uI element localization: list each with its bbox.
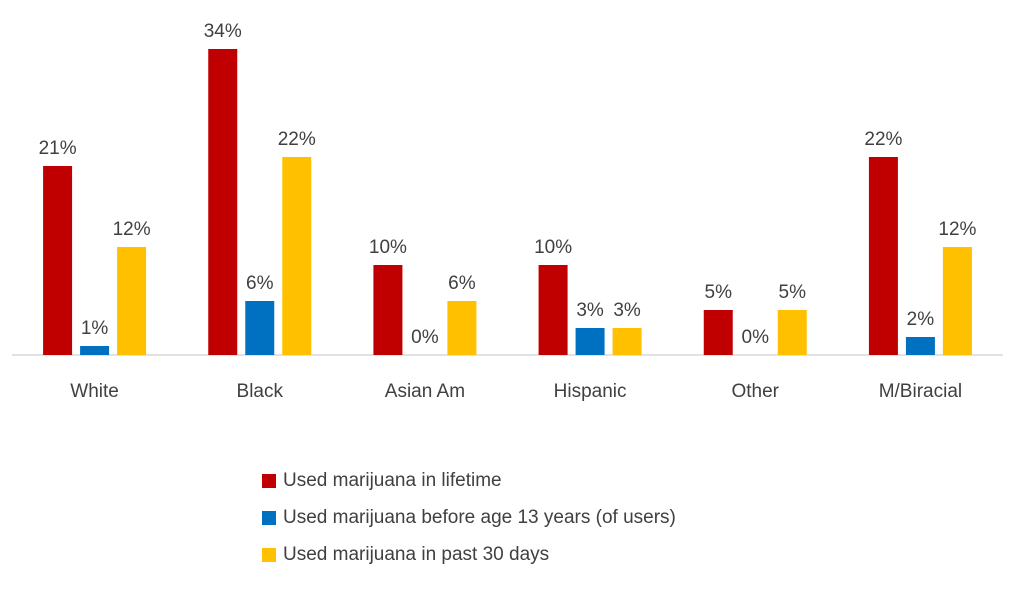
bar-m-biracial-series-1 (905, 337, 935, 355)
data-label-m-biracial-series-1: 2% (907, 309, 935, 330)
legend-swatch-past-30-days (262, 547, 276, 562)
data-label-m-biracial-series-2: 12% (938, 219, 976, 240)
x-tick-label-asian-am: Asian Am (385, 381, 465, 402)
data-label-black-series-2: 22% (278, 129, 316, 150)
legend-item-past-30-days: Used marijuana in past 30 days (262, 536, 676, 573)
bar-m-biracial-series-2 (942, 247, 972, 355)
data-label-hispanic-series-2: 3% (613, 300, 641, 321)
bar-other-series-0 (703, 310, 733, 355)
data-label-white-series-0: 21% (39, 138, 77, 159)
data-label-other-series-0: 5% (705, 282, 733, 303)
bar-other-series-2 (777, 310, 807, 355)
data-label-hispanic-series-0: 10% (534, 237, 572, 258)
x-tick-label-white: White (70, 381, 119, 402)
bar-white-series-1 (80, 346, 110, 355)
data-label-black-series-1: 6% (246, 273, 274, 294)
bar-hispanic-series-1 (575, 328, 605, 355)
bar-black-series-2 (282, 157, 312, 355)
data-label-other-series-1: 0% (742, 327, 770, 348)
data-label-asian-am-series-2: 6% (448, 273, 476, 294)
data-label-hispanic-series-1: 3% (576, 300, 604, 321)
legend-swatch-lifetime (262, 473, 276, 488)
bar-black-series-1 (245, 301, 275, 355)
data-label-other-series-2: 5% (779, 282, 807, 303)
x-tick-label-black: Black (237, 381, 284, 402)
bar-hispanic-series-2 (612, 328, 642, 355)
data-label-asian-am-series-1: 0% (411, 327, 439, 348)
data-label-white-series-1: 1% (81, 318, 109, 339)
bar-m-biracial-series-0 (868, 157, 898, 355)
bar-chart: 21% 1% 12% 34% 6% 22% 10% 0% 6% 10% 3% 3% 5% 0% 5% 22% 2… (12, 21, 1003, 402)
data-label-black-series-0: 34% (204, 21, 242, 42)
legend-label-before-13: Used marijuana before age 13 years (of u… (283, 506, 676, 528)
bar-white-series-2 (117, 247, 147, 355)
bar-white-series-0 (43, 166, 73, 355)
data-label-asian-am-series-0: 10% (369, 237, 407, 258)
legend-swatch-before-13 (262, 510, 276, 525)
data-label-m-biracial-series-0: 22% (864, 129, 902, 150)
bar-black-series-0 (208, 49, 238, 355)
x-tick-label-m-biracial: M/Biracial (879, 381, 962, 402)
x-tick-label-other: Other (731, 381, 779, 402)
x-tick-label-hispanic: Hispanic (554, 381, 627, 402)
legend-label-lifetime: Used marijuana in lifetime (283, 469, 502, 491)
bar-asian-am-series-0 (373, 265, 403, 355)
legend-label-past-30-days: Used marijuana in past 30 days (283, 543, 550, 565)
data-labels-group: 21% 1% 12% 34% 6% 22% 10% 0% 6% 10% 3% 3% 5% 0% 5% 22% 2… (39, 21, 977, 348)
data-label-white-series-2: 12% (113, 219, 151, 240)
bars-group (43, 49, 972, 355)
legend: Used marijuana in lifetime Used marijuan… (262, 462, 676, 573)
x-tick-labels-group: White Black Asian Am Hispanic Other M/Biracia… (70, 381, 962, 402)
bar-asian-am-series-2 (447, 301, 477, 355)
legend-item-lifetime: Used marijuana in lifetime (262, 462, 676, 499)
legend-item-before-13: Used marijuana before age 13 years (of u… (262, 499, 676, 536)
bar-hispanic-series-0 (538, 265, 568, 355)
